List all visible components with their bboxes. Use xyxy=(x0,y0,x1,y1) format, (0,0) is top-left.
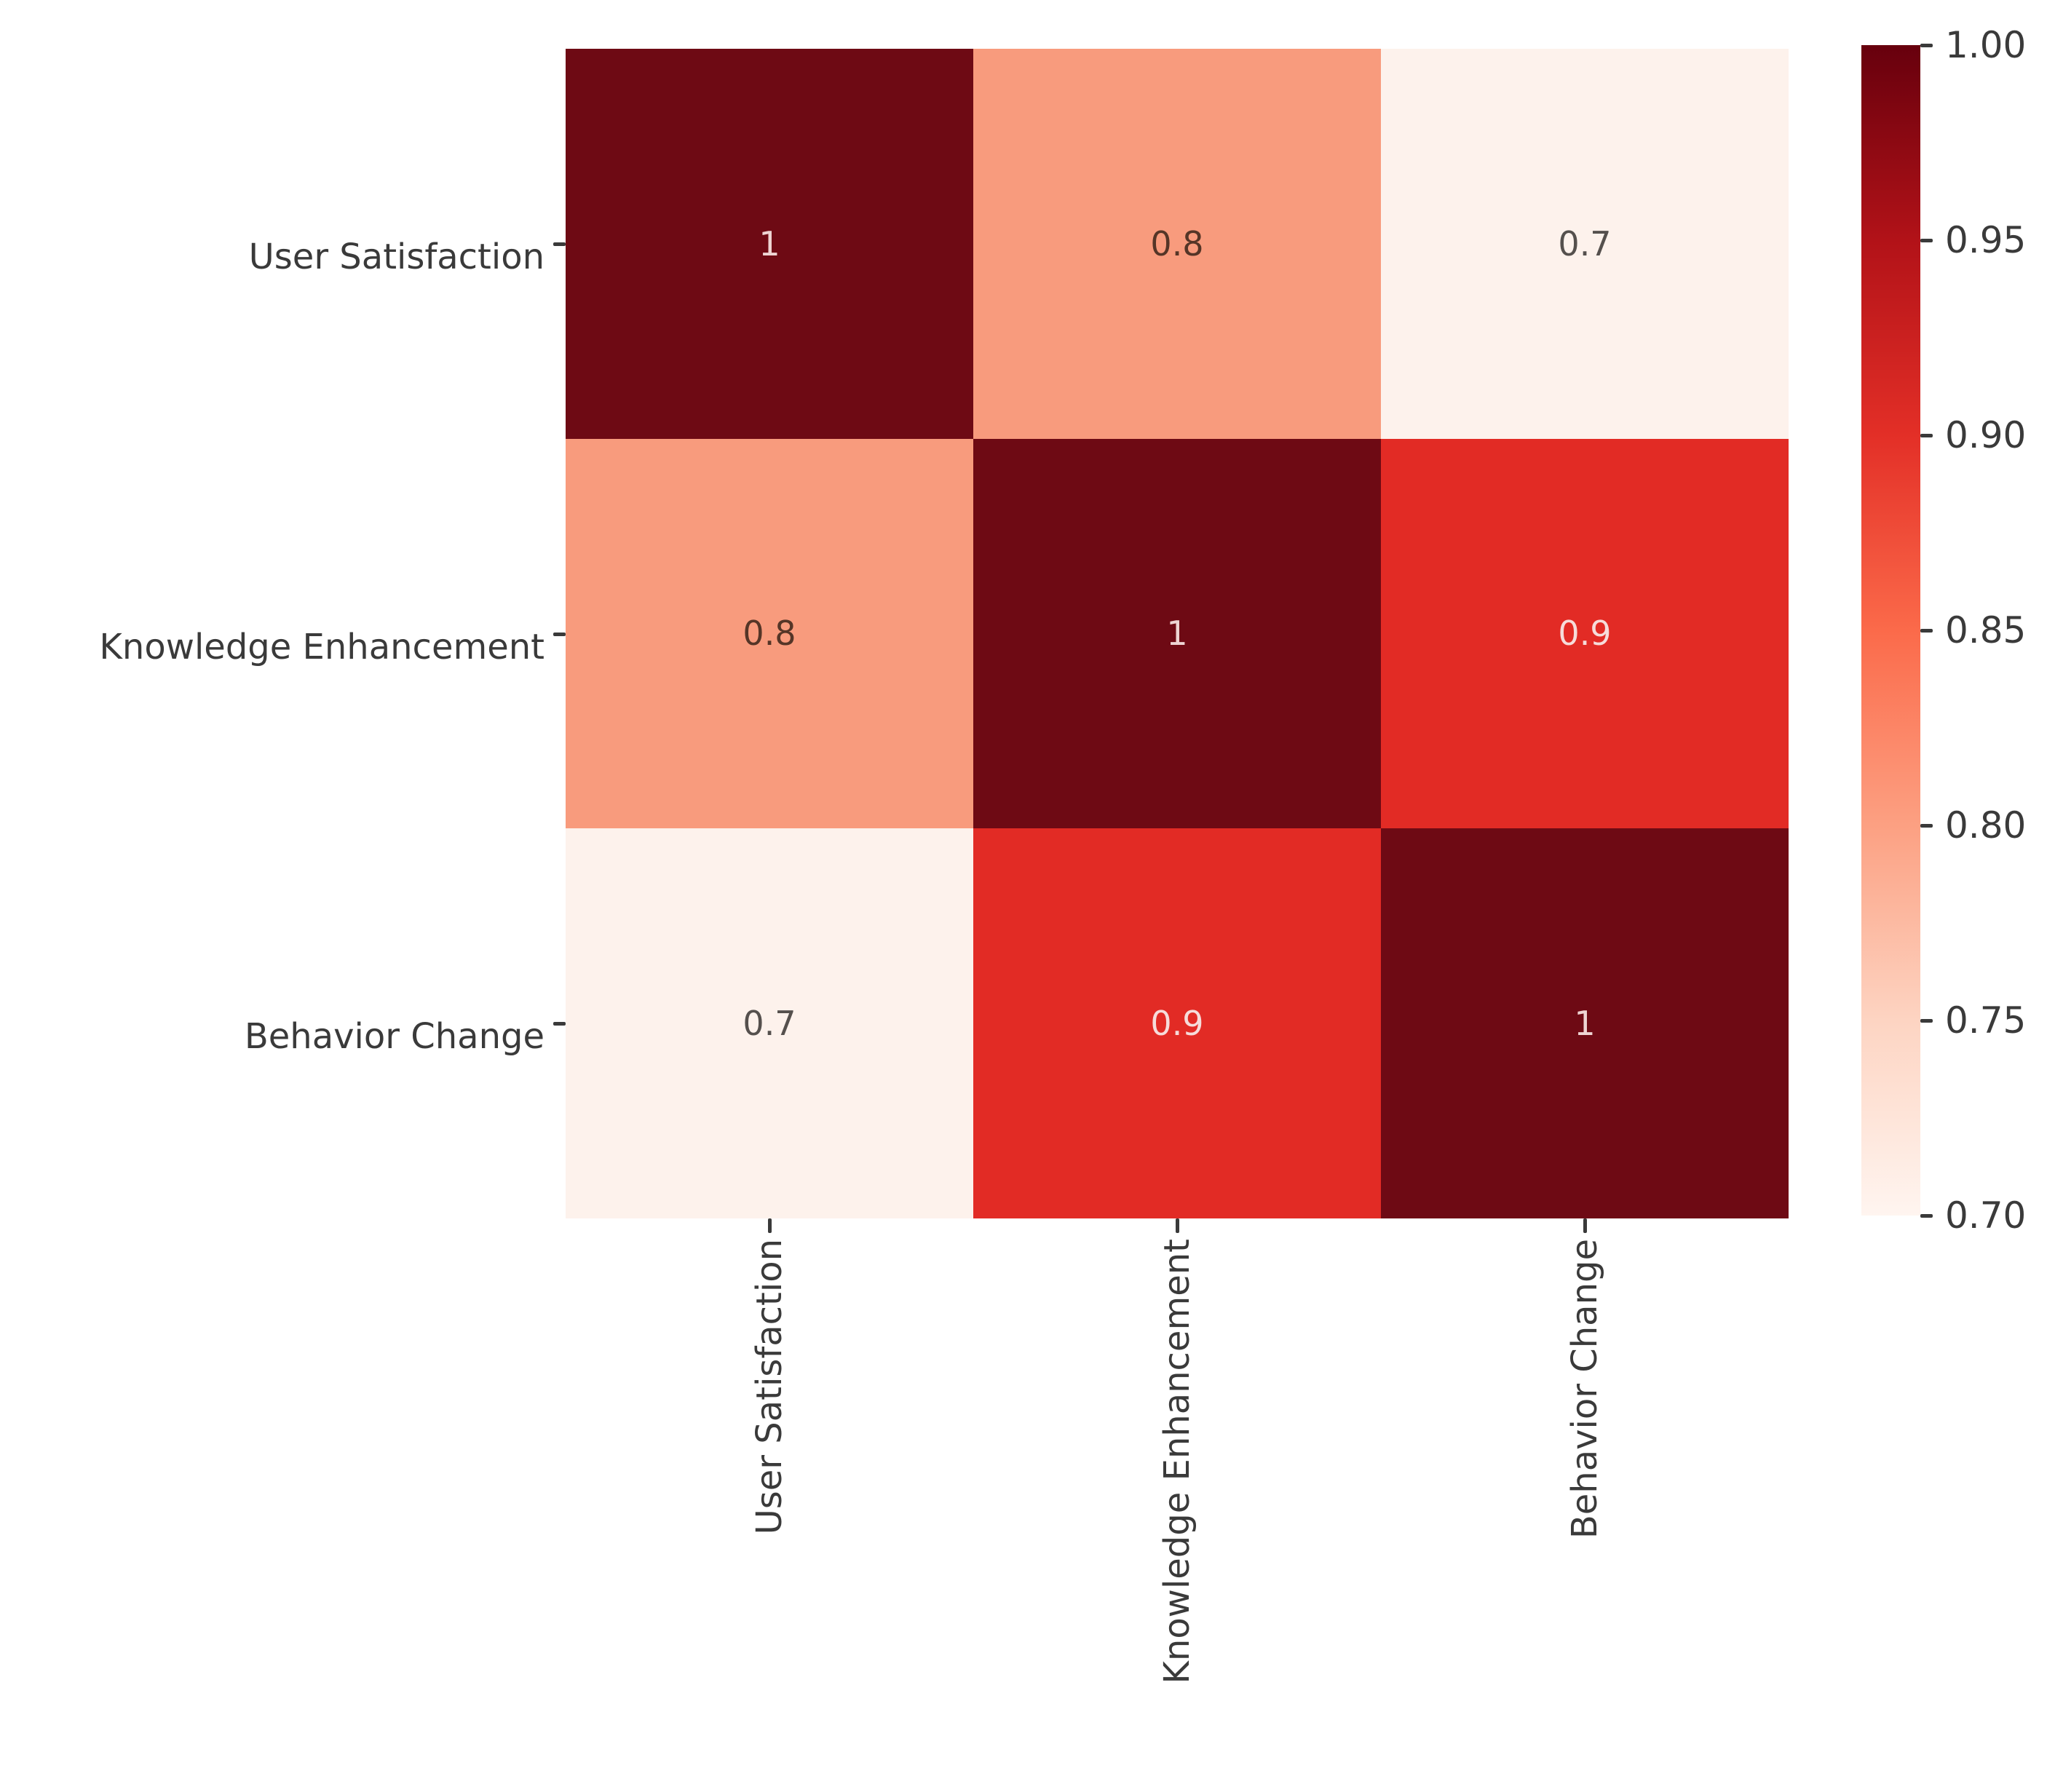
y-tick-mark-1 xyxy=(553,632,566,636)
colorbar-tick-label-3: 0.85 xyxy=(1945,609,2027,651)
y-axis-label-1: Knowledge Enhancement xyxy=(99,626,545,667)
colorbar-tick-label-1: 0.95 xyxy=(1945,219,2027,261)
heatmap-cell-r2c2: 1 xyxy=(1381,828,1789,1218)
heatmap-cell-r1c1: 1 xyxy=(973,438,1381,829)
x-axis-label-1: Knowledge Enhancement xyxy=(1157,1239,1197,1684)
heatmap-cell-r0c1: 0.8 xyxy=(973,49,1381,439)
colorbar-tick-label-5: 0.75 xyxy=(1945,999,2027,1042)
heatmap-cell-r2c0: 0.7 xyxy=(566,828,973,1218)
colorbar-tick-label-6: 0.70 xyxy=(1945,1194,2027,1237)
colorbar-tick-mark-4 xyxy=(1920,824,1933,828)
colorbar-tick-label-2: 0.90 xyxy=(1945,414,2027,456)
x-tick-mark-2 xyxy=(1583,1218,1587,1233)
cell-value: 1 xyxy=(1166,614,1188,654)
cell-value: 1 xyxy=(759,223,780,263)
heatmap-cell-r0c0: 1 xyxy=(566,49,973,439)
colorbar-tick-label-4: 0.80 xyxy=(1945,804,2027,847)
heatmap-grid: 1 0.8 0.7 0.8 1 0.9 0.7 0.9 1 xyxy=(566,49,1789,1218)
colorbar-tick-mark-5 xyxy=(1920,1019,1933,1023)
colorbar-tick-label-0: 1.00 xyxy=(1945,24,2027,66)
y-axis-label-0: User Satisfaction xyxy=(248,236,545,277)
heatmap-cell-r1c2: 0.9 xyxy=(1381,438,1789,829)
cell-value: 0.8 xyxy=(1150,223,1204,263)
cell-value: 0.8 xyxy=(743,614,796,654)
colorbar-tick-mark-0 xyxy=(1920,44,1933,47)
colorbar-tick-mark-6 xyxy=(1920,1214,1933,1218)
cell-value: 0.7 xyxy=(743,1004,796,1044)
heatmap-cell-r2c1: 0.9 xyxy=(973,828,1381,1218)
cell-value: 0.9 xyxy=(1150,1004,1204,1044)
y-tick-mark-0 xyxy=(553,242,566,246)
heatmap-cell-r1c0: 0.8 xyxy=(566,438,973,829)
cell-value: 1 xyxy=(1574,1004,1596,1044)
x-axis-label-0: User Satisfaction xyxy=(749,1239,790,1535)
cell-value: 0.9 xyxy=(1558,614,1612,654)
y-tick-mark-2 xyxy=(553,1022,566,1026)
cell-value: 0.7 xyxy=(1558,223,1612,263)
heatmap-cell-r0c2: 0.7 xyxy=(1381,49,1789,439)
y-axis-label-2: Behavior Change xyxy=(244,1016,545,1058)
x-axis-label-2: Behavior Change xyxy=(1564,1239,1605,1539)
x-tick-mark-1 xyxy=(1176,1218,1179,1233)
colorbar-gradient xyxy=(1861,45,1920,1216)
colorbar-tick-mark-3 xyxy=(1920,629,1933,633)
x-tick-mark-0 xyxy=(768,1218,772,1233)
colorbar-tick-mark-1 xyxy=(1920,239,1933,242)
colorbar-tick-mark-2 xyxy=(1920,434,1933,437)
